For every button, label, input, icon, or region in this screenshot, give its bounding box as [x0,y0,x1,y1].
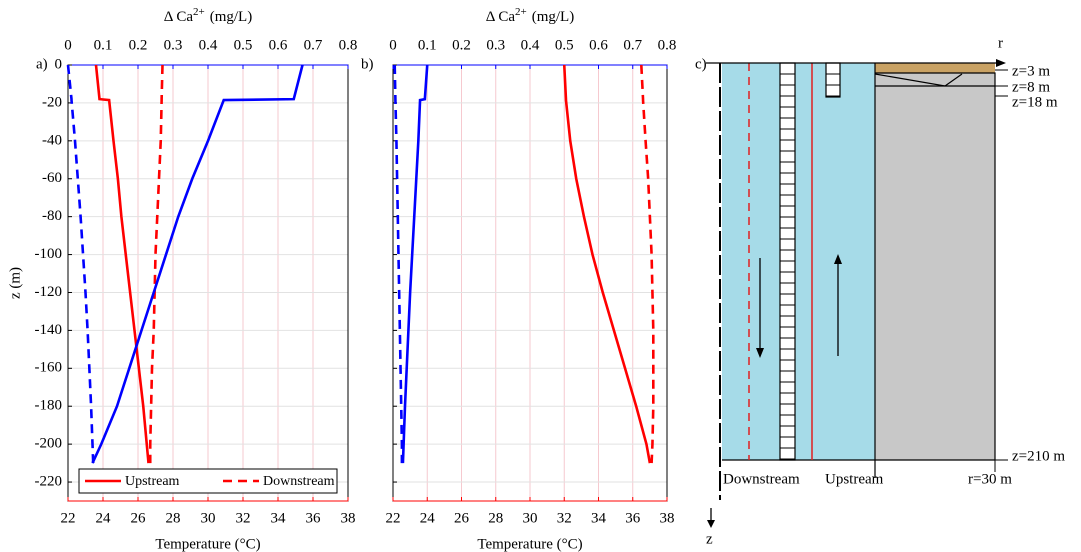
x2-axis-label-superscript: 2+ [193,6,205,18]
x2-axis-label-superscript: 2+ [515,6,527,18]
x2-axis-label-text: Δ Ca [486,9,516,25]
x-tick-label: 26 [454,510,470,526]
r-axis-head [996,59,1006,67]
x2-tick-label: 0 [389,37,397,53]
depth-label: z=210 m [1012,448,1065,464]
series-line [562,64,652,464]
layer-boundary [874,73,963,87]
x2-tick-label: 0.8 [658,37,677,53]
x2-axis-label-unit: (mg/L) [532,9,575,25]
x2-axis-label-text: Δ Ca [164,9,194,25]
depth-label: z=3 m [1012,63,1050,79]
flow-arrow-head [834,254,842,264]
x2-tick-label: 0.7 [623,37,642,53]
series-line [66,64,95,464]
y-tick-label: 0 [55,56,63,72]
flow-arrow-head [756,348,764,358]
z-axis-head [707,520,715,528]
y-tick-label: -200 [35,436,63,452]
axis-label: r [998,35,1003,51]
x-tick-label: 36 [306,510,322,526]
layer-boundary [875,72,996,460]
y-tick-label: -180 [35,398,63,414]
x-axis-label: Temperature (°C) [477,536,582,552]
depth-label: z=18 m [1012,94,1058,110]
series-line [148,64,164,464]
x-tick-label: 30 [201,510,216,526]
x2-tick-label: 0.5 [555,37,574,53]
well-fluid [722,63,875,460]
x2-tick-label: 0.2 [452,37,471,53]
diagram: c) r z z=3 m z=8 m z=18 m z=210 m r=30 m… [695,35,1065,547]
series-line [640,64,655,464]
x-tick-label: 34 [271,510,287,526]
panel-label: c) [695,56,707,72]
y-tick-label: -100 [35,246,63,262]
x-tick-label: 22 [386,510,401,526]
soil-layer [875,63,995,73]
radius-label: r=30 m [968,471,1012,487]
x-tick-label: 24 [96,510,112,526]
series-line [94,64,150,464]
x-tick-label: 38 [341,510,356,526]
x2-tick-label: 0.6 [269,37,288,53]
x2-tick-label: 0.4 [521,37,540,53]
y-tick-label: -60 [42,170,62,186]
x-tick-label: 26 [131,510,147,526]
x-tick-label: 28 [488,510,503,526]
x2-tick-label: 0.7 [304,37,323,53]
x2-axis-label: Δ Ca2+ (mg/L) [164,6,252,26]
legend-label: Upstream [125,474,180,489]
x2-tick-label: 0.3 [164,37,183,53]
y-axis-label: z (m) [7,267,23,299]
x2-tick-label: 0.1 [94,37,113,53]
x2-tick-label: 0.8 [339,37,358,53]
x-tick-label: 28 [166,510,181,526]
y-tick-label: -160 [35,360,63,376]
x-axis-label: Temperature (°C) [155,536,260,552]
y-tick-label: -220 [35,473,63,489]
legend-box [78,468,338,494]
y-tick-label: -140 [35,322,63,338]
x2-tick-label: 0.2 [129,37,148,53]
pipe-wall-frame [825,62,841,98]
zone-label: Downstream [723,471,800,487]
panel-label: b) [361,56,374,72]
zone-label: Upstream [825,471,884,487]
x2-tick-label: 0.3 [486,37,505,53]
y-tick-label: -20 [42,94,62,110]
x-tick-label: 30 [523,510,538,526]
series-line [393,64,404,464]
x2-tick-label: 0 [64,37,72,53]
legend-label: Downstream [263,474,335,489]
x-tick-label: 32 [557,510,572,526]
x-tick-label: 34 [591,510,607,526]
depth-label: z=8 m [1012,79,1050,95]
x2-tick-label: 0.4 [199,37,218,53]
x-tick-label: 36 [625,510,641,526]
y-tick-label: -80 [42,208,62,224]
x2-tick-label: 0.6 [589,37,608,53]
pipe-wall [779,62,841,461]
x-tick-label: 24 [420,510,436,526]
x2-tick-label: 0.5 [234,37,253,53]
y-tick-label: -40 [42,132,62,148]
x-tick-label: 38 [660,510,675,526]
rock [875,63,995,460]
series-line [91,64,304,464]
x2-tick-label: 0.1 [418,37,437,53]
y-tick-label: -120 [35,284,63,300]
x2-axis-label-unit: (mg/L) [210,9,253,25]
x-tick-label: 32 [236,510,251,526]
series-line [401,64,429,464]
panel-label: a) [36,56,48,72]
x2-axis-label: Δ Ca2+ (mg/L) [486,6,574,26]
x-tick-label: 22 [61,510,76,526]
axis-label: z [706,531,713,547]
